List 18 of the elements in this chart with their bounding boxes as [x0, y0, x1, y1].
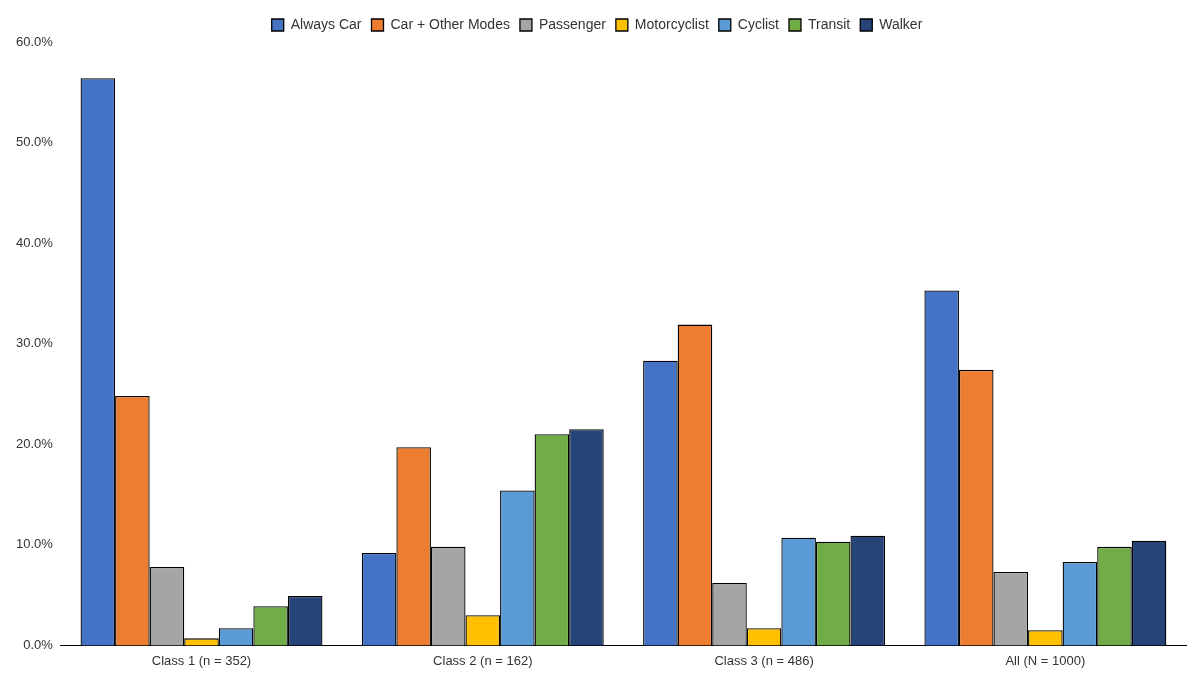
legend-label: Car + Other Modes: [390, 15, 510, 32]
y-tick-label: 60.0%: [15, 33, 54, 49]
y-tick-label: 20.0%: [15, 435, 54, 451]
y-tick-label: 50.0%: [15, 134, 54, 150]
x-tick-label: Class 2 (n = 162): [433, 652, 533, 668]
x-tick-label: Class 3 (n = 486): [714, 652, 814, 668]
legend-label: Cyclist: [737, 15, 780, 32]
y-tick-label: 30.0%: [15, 335, 54, 351]
y-tick-label: 0.0%: [23, 636, 54, 652]
x-tick-label: All (N = 1000): [1005, 652, 1086, 668]
legend-label: Motorcyclist: [634, 15, 709, 32]
legend-label: Passenger: [538, 15, 607, 32]
legend-label: Always Car: [290, 15, 362, 32]
y-tick-label: 10.0%: [15, 536, 54, 552]
y-tick-label: 40.0%: [15, 234, 54, 250]
legend-label: Transit: [807, 15, 851, 32]
x-tick-label: Class 1 (n = 352): [151, 652, 252, 668]
legend-label: Walker: [879, 15, 923, 32]
